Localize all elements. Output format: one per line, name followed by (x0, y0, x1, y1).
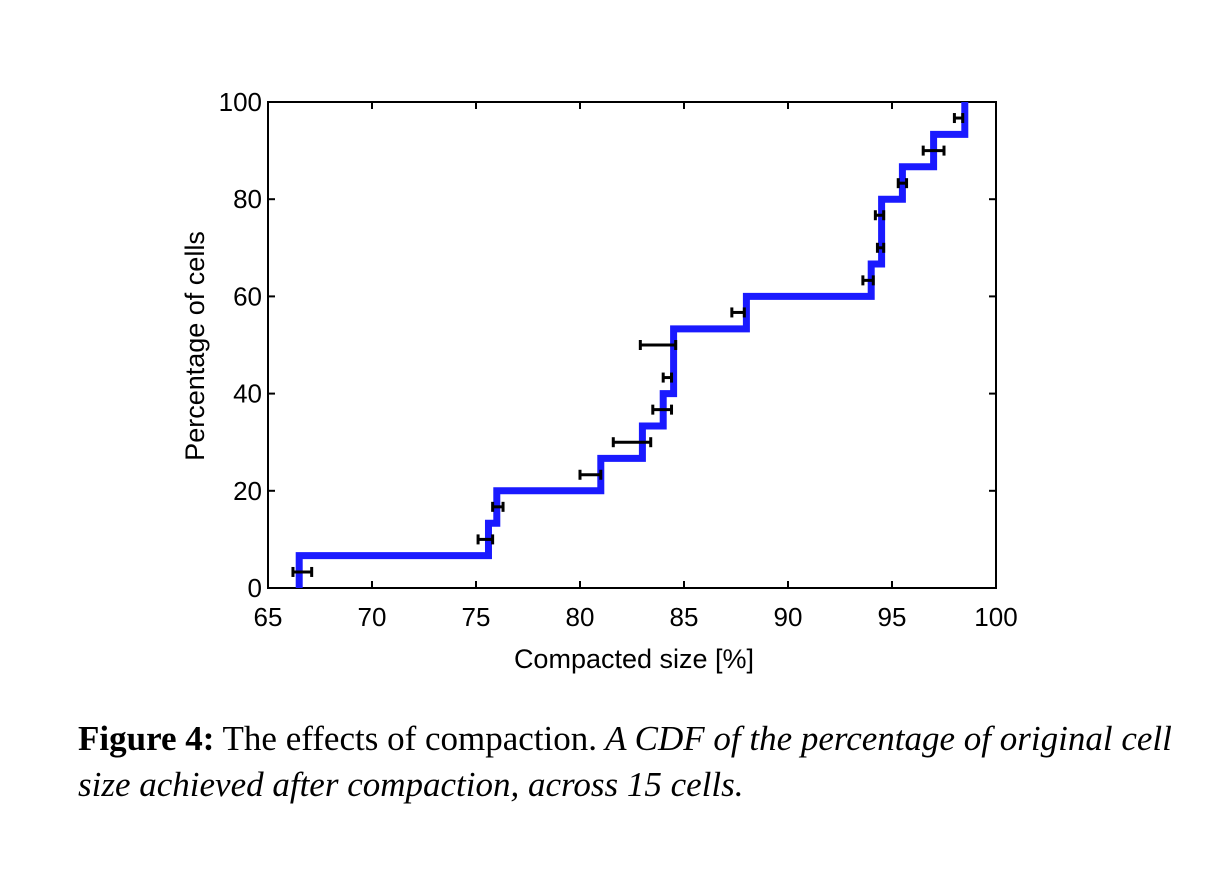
caption-label: Figure 4: (78, 719, 215, 758)
y-axis-title: Percentage of cells (180, 231, 210, 461)
y-tick-label: 0 (248, 573, 262, 603)
x-tick-label: 100 (974, 602, 1017, 632)
plot-frame (267, 101, 997, 589)
y-tick-label: 40 (233, 379, 262, 409)
x-tick-label: 65 (254, 602, 283, 632)
y-tick-label: 80 (233, 184, 262, 214)
figure-caption: Figure 4: The effects of compaction. A C… (78, 716, 1178, 808)
cdf-step-line (295, 102, 969, 588)
x-tick-label: 95 (878, 602, 907, 632)
x-tick-label: 90 (774, 602, 803, 632)
x-tick-label: 70 (358, 602, 387, 632)
x-tick-label: 80 (566, 602, 595, 632)
caption-text: A CDF of the percentage of original cell… (78, 719, 1172, 804)
y-tick-label: 100 (219, 87, 262, 117)
x-tick-label: 75 (462, 602, 491, 632)
cdf-chart: 65 70 75 80 85 90 95 100 0 20 40 60 80 100 Compacted … (180, 87, 1018, 674)
y-tick-label: 20 (233, 476, 262, 506)
caption-title: The effects of compaction. (214, 719, 598, 758)
x-tick-label: 85 (670, 602, 699, 632)
x-axis-title: Compacted size [%] (514, 644, 754, 674)
y-tick-label: 60 (233, 281, 262, 311)
